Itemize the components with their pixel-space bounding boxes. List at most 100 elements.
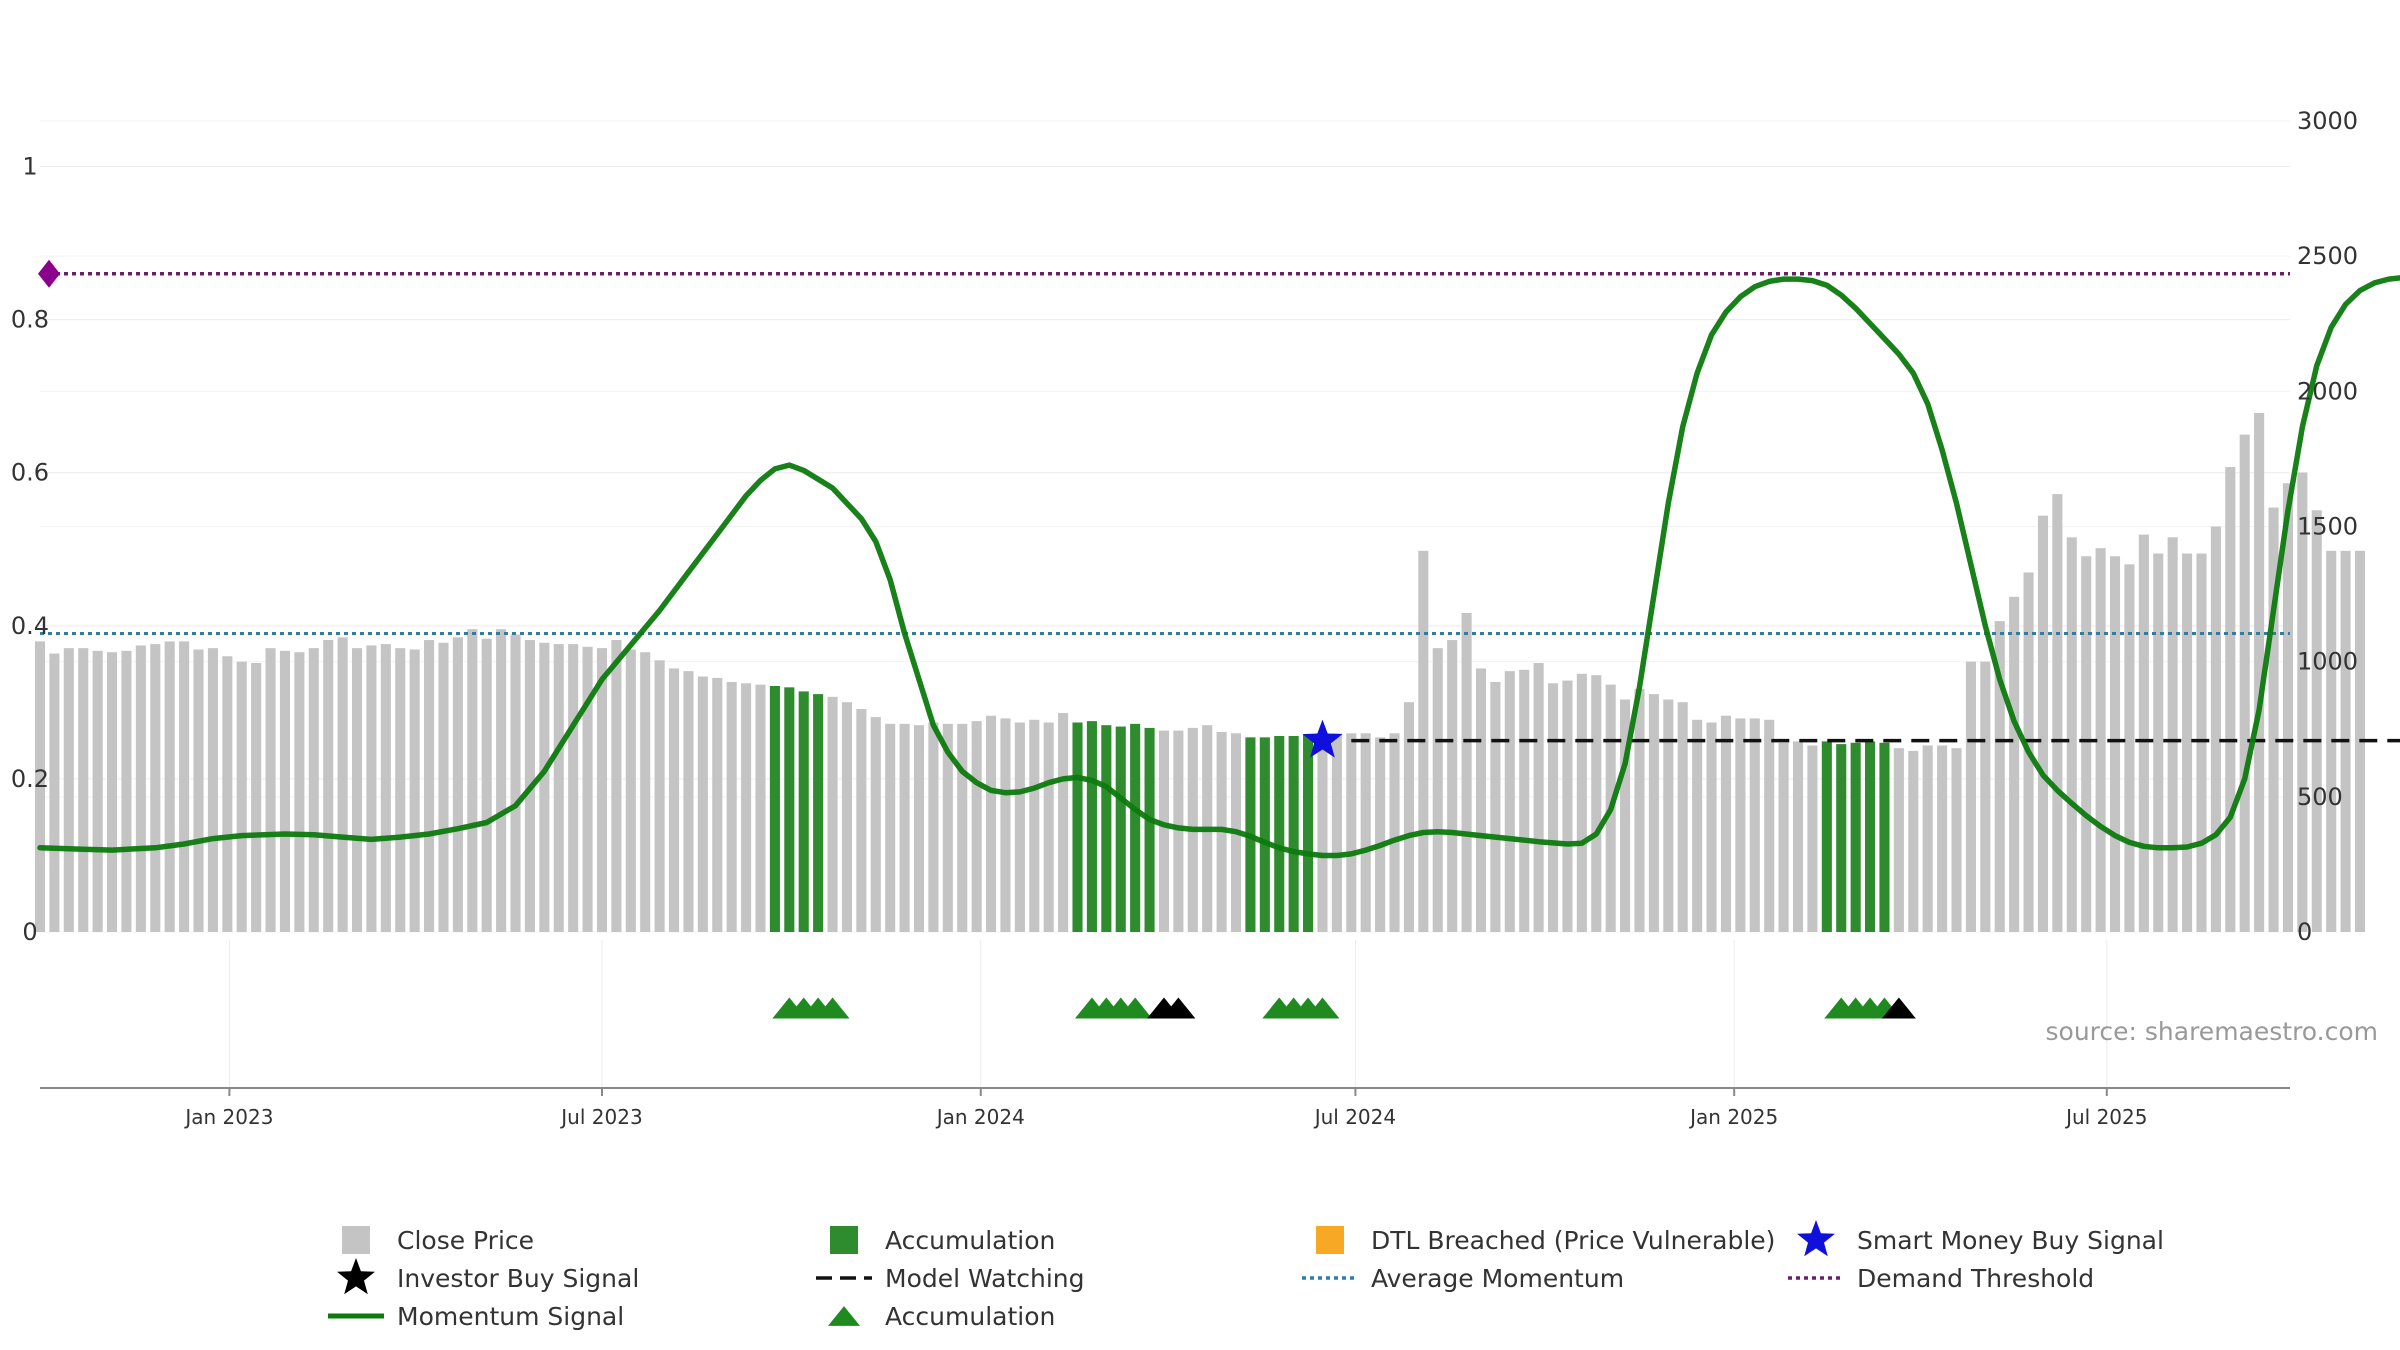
close-price-bar [957, 723, 968, 932]
legend-label: Investor Buy Signal [397, 1264, 639, 1293]
close-price-bar [827, 696, 838, 932]
legend-label: Momentum Signal [397, 1302, 624, 1331]
y-left-tick-label: 0.4 [11, 612, 49, 640]
close-price-bar [207, 648, 218, 932]
y-left-tick-label: 0.6 [11, 459, 49, 487]
close-price-bar [1692, 719, 1703, 932]
close-price-bar [1331, 733, 1342, 932]
close-price-bar [1576, 673, 1587, 932]
close-price-bar [2196, 553, 2207, 932]
close-price-bar [2254, 412, 2265, 933]
close-price-bar [351, 648, 363, 932]
close-price-bar [1937, 745, 1948, 932]
close-price-bar [308, 648, 319, 932]
close-price-bar [222, 656, 233, 932]
legend-label: DTL Breached (Price Vulnerable) [1371, 1226, 1775, 1255]
close-price-bar [1360, 733, 1371, 932]
close-price-bar [1043, 722, 1054, 932]
close-price-bar [1792, 741, 1804, 932]
close-price-bar [1317, 737, 1328, 932]
close-price-bar [2282, 483, 2293, 932]
close-price-bar [1634, 688, 1645, 932]
close-price-bar [1519, 669, 1530, 932]
legend-item-close: Close Price [342, 1226, 534, 1255]
close-price-bar [193, 649, 204, 932]
close-price-bar [294, 652, 305, 932]
legend-item-momentum: Momentum Signal [328, 1302, 624, 1331]
close-price-bar [1158, 730, 1170, 932]
accumulation-bar [1086, 721, 1097, 932]
close-price-bar [1994, 621, 2005, 932]
close-price-bar [510, 634, 521, 932]
close-price-bar [1389, 733, 1400, 932]
accumulation-bar [1821, 741, 1832, 932]
close-price-bar [1749, 718, 1760, 932]
close-price-bar [424, 640, 435, 932]
close-price-bar [668, 668, 680, 932]
close-price-bar [2153, 553, 2164, 932]
accumulation-bar [1144, 727, 1155, 932]
close-price-bar [986, 715, 997, 932]
legend-item-demand: Demand Threshold [1788, 1264, 2094, 1293]
close-price-bar [841, 702, 852, 932]
legend-accumulation-triangle [828, 1306, 860, 1326]
close-price-bar [1533, 663, 1544, 932]
close-price-bar [856, 708, 867, 932]
accumulation-bar [1879, 742, 1890, 932]
accumulation-bar [784, 687, 795, 932]
close-price-bar [1375, 737, 1386, 932]
accumulation-bar [1836, 744, 1847, 932]
y-right-tick-label: 3000 [2297, 107, 2358, 135]
close-price-bar [323, 640, 334, 932]
y-right-tick-label: 2000 [2297, 377, 2358, 405]
close-price-bar [1648, 694, 1659, 932]
close-price-bar [1980, 661, 1991, 932]
close-price-bar [553, 644, 564, 932]
close-price-bar [755, 684, 766, 932]
accumulation-bar [1850, 742, 1861, 932]
close-price-bar [2124, 564, 2135, 932]
close-price-bar [236, 661, 247, 932]
close-price-bar [107, 652, 118, 932]
source-label: source: sharemaestro.com [2046, 1017, 2379, 1046]
accumulation-bar [1101, 725, 1112, 932]
accumulation-marker [1118, 997, 1153, 1019]
close-price-bar [1403, 702, 1414, 932]
legend-label: Demand Threshold [1857, 1264, 2094, 1293]
close-price-bar [1547, 683, 1559, 932]
y-right-tick-label: 500 [2297, 783, 2343, 811]
accumulation-bar [1072, 722, 1083, 932]
close-price-bar [409, 649, 420, 932]
close-price-bar [1807, 745, 1818, 932]
accumulation-marker [815, 997, 850, 1019]
close-price-bar [164, 641, 175, 932]
close-price-bar [1591, 675, 1602, 932]
close-price-bar [2239, 434, 2250, 932]
accumulation-bar [1130, 723, 1141, 932]
close-price-bar [1908, 750, 1919, 932]
momentum-signal-line [37, 275, 2400, 859]
close-price-bar [1706, 722, 1717, 932]
close-price-bar [726, 681, 737, 932]
legend-accumulation-swatch [830, 1226, 858, 1254]
close-price-bar [2311, 510, 2322, 932]
close-price-bar [2326, 550, 2337, 932]
legend-item-avg: Average Momentum [1302, 1264, 1624, 1293]
close-price-bar [2066, 537, 2077, 932]
y-left-tick-label: 0.2 [11, 765, 49, 793]
close-price-bar [481, 638, 492, 932]
close-price-bar [539, 642, 550, 932]
legend-dtl-swatch [1316, 1226, 1344, 1254]
date-tick-label: Jul 2023 [559, 1105, 642, 1129]
close-price-bar [337, 637, 348, 932]
series-lines [37, 275, 2400, 859]
accumulation-bar [798, 691, 809, 932]
close-price-bar [34, 641, 46, 932]
signal-markers [772, 719, 1916, 1019]
close-price-bar [1029, 719, 1040, 932]
accumulation-bar [1288, 736, 1299, 932]
legend-item-investor: Investor Buy Signal [337, 1258, 639, 1295]
date-tick-label: Jan 2024 [935, 1105, 1025, 1129]
y-right-tick-label: 1000 [2297, 648, 2358, 676]
